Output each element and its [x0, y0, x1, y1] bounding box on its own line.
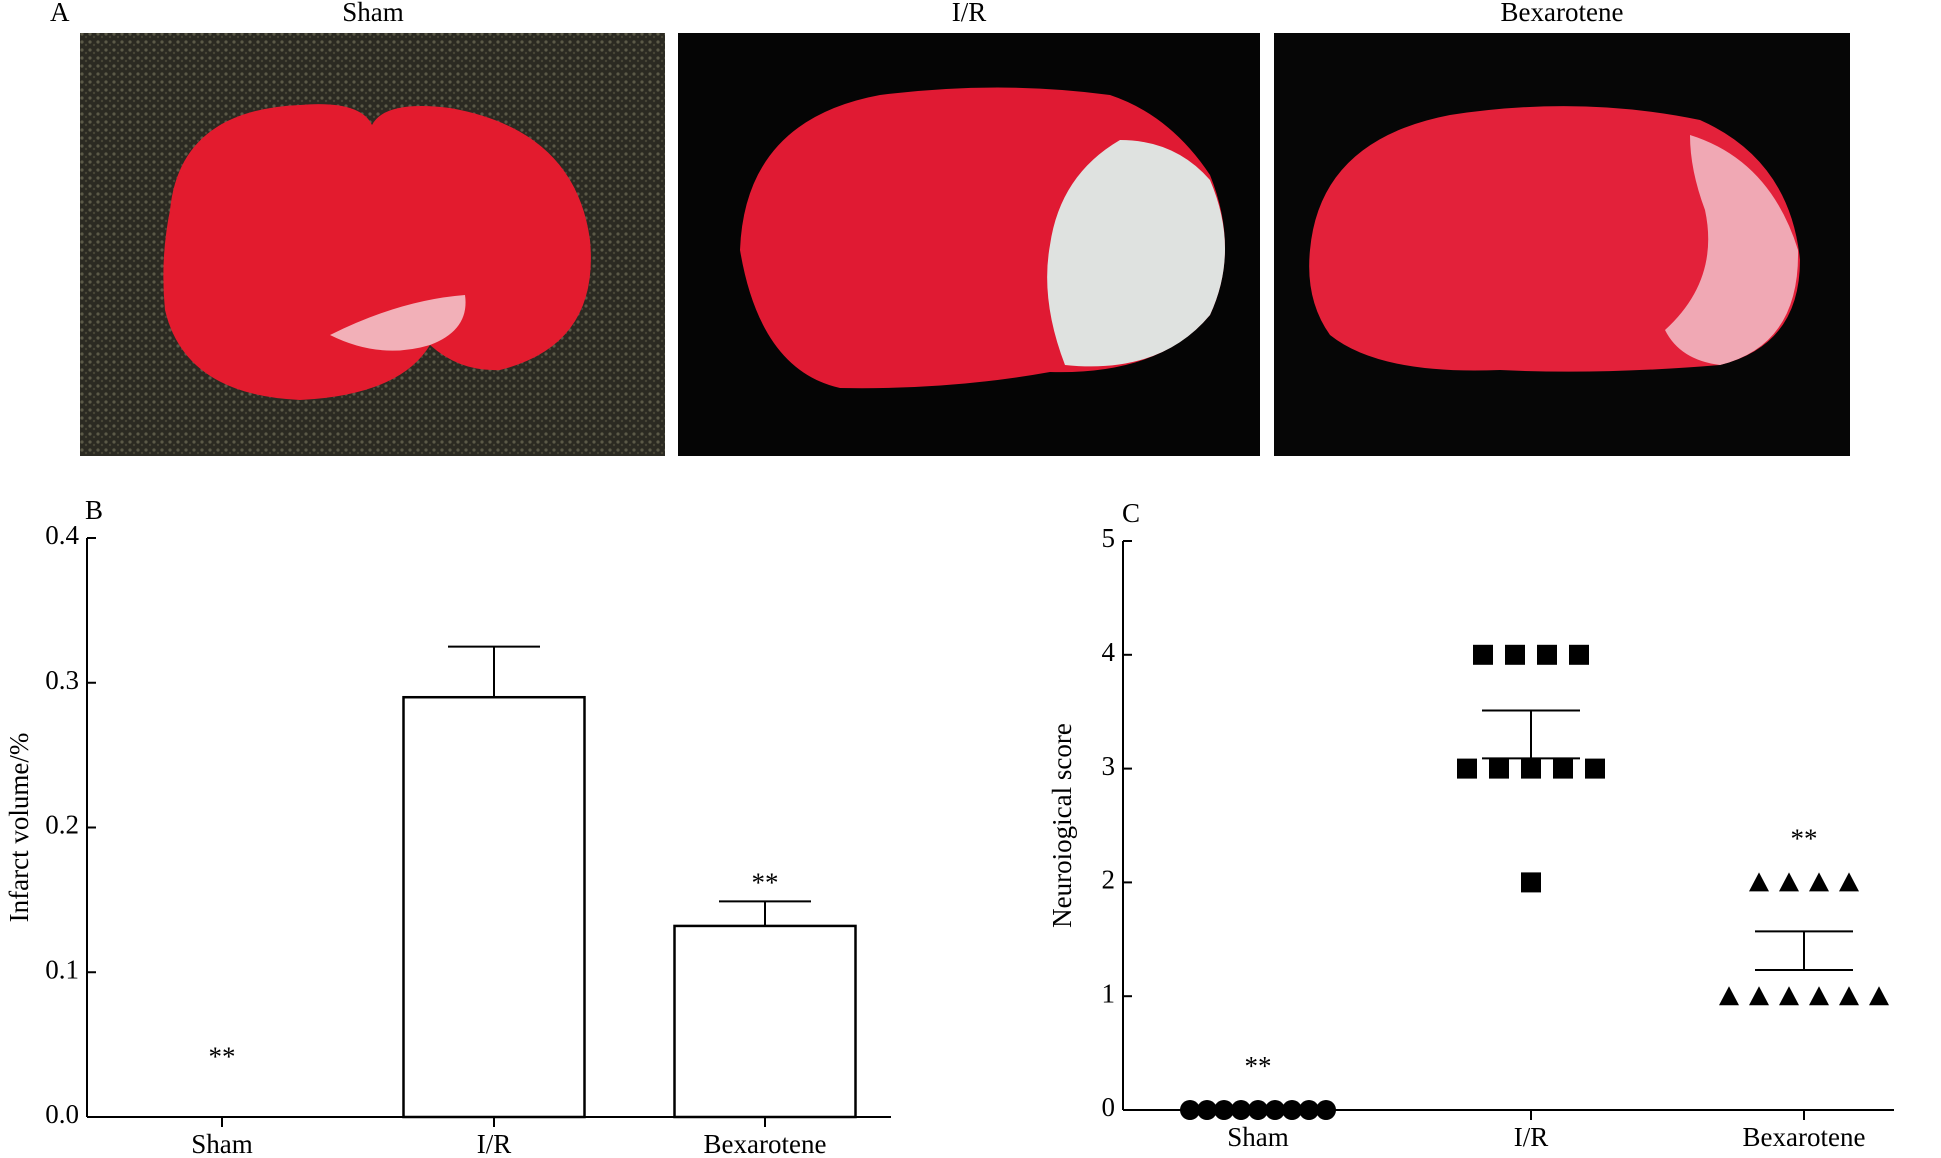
y-tick-label: 3	[1102, 751, 1116, 781]
y-tick-label: 1	[1102, 978, 1116, 1008]
y-axis-label: Infarct volume/%	[4, 733, 34, 923]
panel-label: B	[85, 495, 103, 525]
image-title: I/R	[952, 0, 987, 27]
panel-label: C	[1122, 498, 1140, 528]
x-tick-label: Sham	[191, 1129, 253, 1158]
y-tick-label: 0.4	[45, 520, 79, 550]
x-tick-label: I/R	[1514, 1122, 1549, 1152]
x-tick-label: I/R	[477, 1129, 512, 1158]
y-tick-label: 4	[1102, 637, 1116, 667]
panel-label: A	[50, 0, 70, 27]
point	[1809, 986, 1829, 1006]
point	[1749, 986, 1769, 1006]
point	[1180, 1100, 1200, 1120]
y-tick-label: 5	[1102, 523, 1116, 553]
point	[1197, 1100, 1217, 1120]
image-title: Bexarotene	[1501, 0, 1624, 27]
y-tick-label: 2	[1102, 865, 1116, 895]
significance: **	[752, 868, 779, 898]
point	[1537, 644, 1557, 665]
y-tick-label: 0	[1102, 1092, 1116, 1122]
point	[1316, 1100, 1336, 1120]
point	[1839, 986, 1859, 1006]
point	[1779, 986, 1799, 1006]
x-tick-label: Bexarotene	[704, 1129, 827, 1158]
image-bexarotene	[1274, 33, 1850, 456]
y-tick-label: 0.1	[45, 954, 79, 984]
image-ir	[678, 33, 1260, 456]
point	[1779, 872, 1799, 892]
point	[1299, 1100, 1319, 1120]
x-tick-label: Bexarotene	[1743, 1122, 1866, 1152]
point	[1521, 758, 1541, 779]
image-title: Sham	[342, 0, 404, 27]
y-axis-label: Neuroiogical score	[1047, 723, 1077, 928]
significance: **	[1245, 1051, 1272, 1081]
significance: **	[209, 1041, 236, 1071]
point	[1505, 644, 1525, 665]
point	[1521, 872, 1541, 893]
point	[1749, 872, 1769, 892]
significance: **	[1791, 824, 1818, 854]
y-tick-label: 0.0	[45, 1099, 79, 1129]
point	[1569, 644, 1589, 665]
point	[1809, 872, 1829, 892]
point	[1457, 758, 1477, 779]
point	[1473, 644, 1493, 665]
bar	[673, 924, 857, 1119]
point	[1489, 758, 1509, 779]
y-tick-label: 0.3	[45, 665, 79, 695]
bar	[402, 695, 586, 1119]
x-tick-label: Sham	[1227, 1122, 1289, 1152]
point	[1719, 986, 1739, 1006]
point	[1585, 758, 1605, 779]
point	[1553, 758, 1573, 779]
y-tick-label: 0.2	[45, 810, 79, 840]
image-sham	[80, 33, 665, 456]
point	[1869, 986, 1889, 1006]
point	[1839, 872, 1859, 892]
